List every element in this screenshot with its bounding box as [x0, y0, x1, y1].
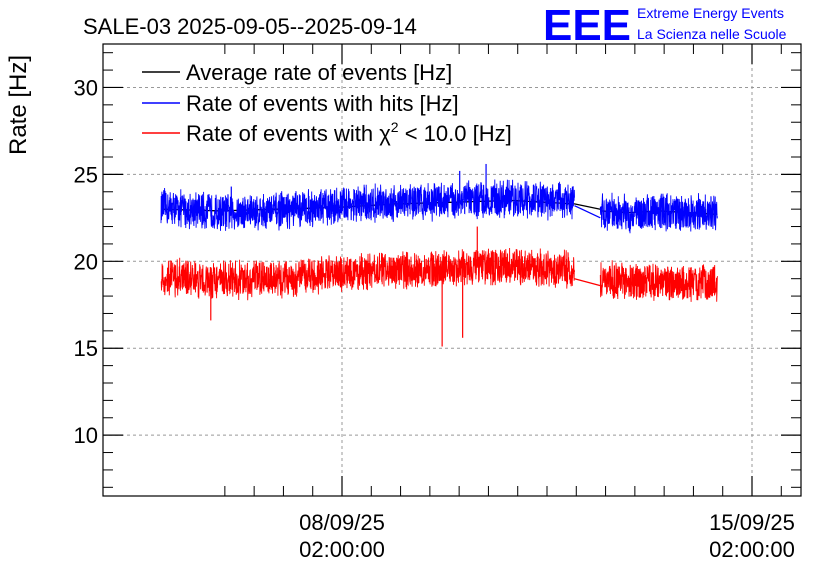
legend-label-hits: Rate of events with hits [Hz] — [186, 91, 459, 116]
series-hits-segment-0 — [160, 179, 575, 231]
y-tick-label-25: 25 — [74, 162, 98, 187]
eee-logo-text: EEE — [543, 1, 631, 50]
series-chi2 — [160, 226, 718, 347]
org-line-2: La Scienza nelle Scuole — [637, 26, 787, 42]
plot-series — [160, 163, 718, 347]
series-hits-segment-2 — [599, 192, 718, 234]
axes: 101520253008/09/2502:00:0015/09/2502:00:… — [74, 44, 801, 562]
series-average-segment-1 — [574, 203, 601, 210]
legend-chi2-post: < 10.0 [Hz] — [399, 121, 512, 146]
legend-chi2-superscript: 2 — [391, 119, 399, 135]
series-hits — [160, 163, 718, 234]
org-line-1: Extreme Energy Events — [637, 5, 784, 21]
legend-chi2-symbol: χ — [379, 121, 391, 146]
series-chi2-segment-2 — [599, 260, 718, 302]
y-tick-label-20: 20 — [74, 249, 98, 274]
y-tick-label-30: 30 — [74, 75, 98, 100]
x-tick-label-date-1: 15/09/25 — [709, 510, 795, 535]
legend-label-chi2: Rate of events with χ2 < 10.0 [Hz] — [186, 119, 512, 146]
legend-chi2-pre: Rate of events with — [186, 121, 379, 146]
y-tick-label-15: 15 — [74, 336, 98, 361]
series-chi2-segment-0 — [160, 247, 575, 301]
plot-frame — [102, 43, 802, 497]
series-hits-segment-1 — [574, 205, 601, 219]
x-tick-label-time-0: 02:00:00 — [299, 537, 385, 562]
legend: Average rate of events [Hz] Rate of even… — [142, 60, 512, 146]
eee-logo: EEE Extreme Energy Events La Scienza nel… — [543, 1, 787, 50]
y-axis-label: Rate [Hz] — [5, 55, 32, 155]
y-tick-label-10: 10 — [74, 423, 98, 448]
x-tick-label-date-0: 08/09/25 — [299, 510, 385, 535]
legend-label-average: Average rate of events [Hz] — [186, 60, 452, 85]
chart-title: SALE-03 2025-09-05--2025-09-14 — [83, 14, 417, 39]
x-tick-label-time-1: 02:00:00 — [709, 537, 795, 562]
series-chi2-segment-1 — [574, 278, 601, 287]
